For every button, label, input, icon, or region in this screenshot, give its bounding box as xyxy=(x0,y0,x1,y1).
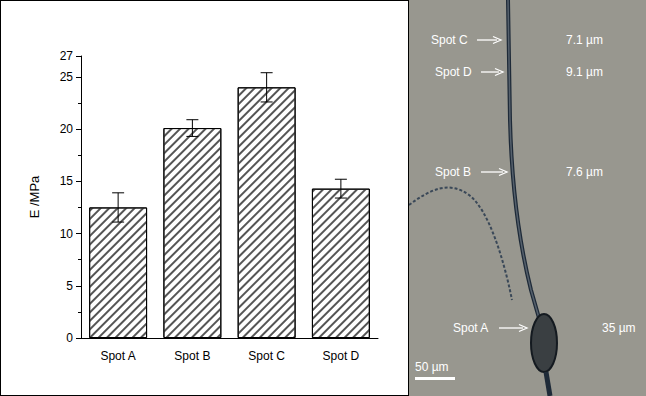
svg-text:Spot A: Spot A xyxy=(100,349,135,363)
svg-text:Spot A: Spot A xyxy=(453,321,488,335)
svg-text:27: 27 xyxy=(60,49,74,63)
svg-text:Spot C: Spot C xyxy=(248,349,285,363)
svg-text:Spot D: Spot D xyxy=(323,349,360,363)
svg-text:Spot B: Spot B xyxy=(435,165,471,179)
svg-text:35 µm: 35 µm xyxy=(602,321,636,335)
svg-text:7.6 µm: 7.6 µm xyxy=(566,165,603,179)
svg-text:E /MPa: E /MPa xyxy=(27,175,42,218)
svg-text:Spot B: Spot B xyxy=(174,349,210,363)
svg-text:5: 5 xyxy=(66,279,73,293)
svg-text:Spot D: Spot D xyxy=(435,65,472,79)
svg-text:7.1 µm: 7.1 µm xyxy=(566,33,603,47)
svg-text:10: 10 xyxy=(60,227,74,241)
svg-text:25: 25 xyxy=(60,70,74,84)
svg-text:Spot C: Spot C xyxy=(431,33,468,47)
svg-text:9.1 µm: 9.1 µm xyxy=(566,65,603,79)
svg-text:0: 0 xyxy=(66,331,73,345)
svg-text:50 µm: 50 µm xyxy=(415,360,449,374)
svg-text:15: 15 xyxy=(60,174,74,188)
svg-text:20: 20 xyxy=(60,122,74,136)
